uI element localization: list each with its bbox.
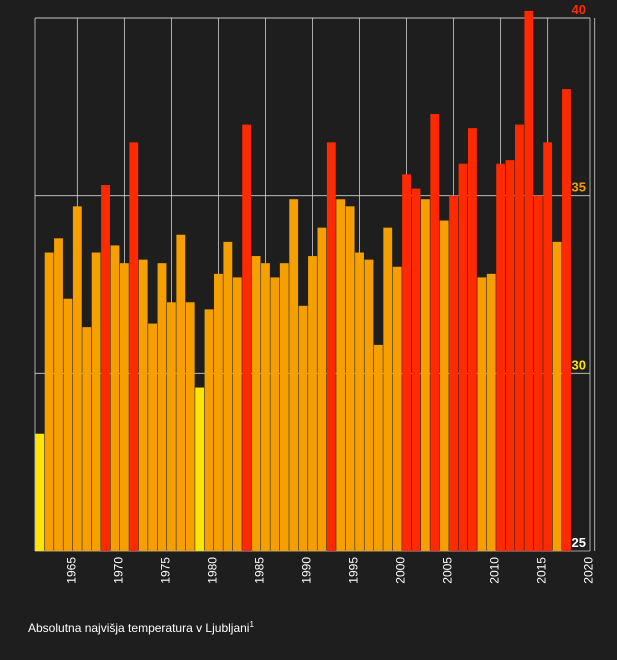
- x-tick-label-2005: 2005: [441, 557, 455, 584]
- x-tick-label-2000: 2000: [394, 557, 408, 584]
- bar-1972: [138, 259, 148, 551]
- bar-1962: [44, 252, 54, 551]
- bar-1994: [345, 206, 355, 551]
- bar-1979: [204, 309, 214, 551]
- bar-2016: [552, 241, 562, 552]
- bar-1968: [101, 185, 110, 552]
- bar-2003: [430, 113, 440, 551]
- bar-1984: [251, 256, 261, 551]
- bar-2011: [505, 160, 515, 551]
- bar-1988: [289, 199, 299, 551]
- bar-1976: [176, 234, 186, 551]
- bar-2013: [524, 10, 534, 552]
- bar-1974: [157, 263, 167, 551]
- bar-2004: [439, 220, 449, 552]
- bar-1995: [355, 252, 364, 551]
- y-tick-label-35: 35: [572, 180, 586, 195]
- bar-2005: [449, 195, 459, 551]
- bar-2012: [515, 124, 524, 551]
- bar-1998: [383, 227, 393, 551]
- x-tick-label-1980: 1980: [205, 557, 219, 584]
- footnote-marker: 1: [249, 620, 254, 629]
- temperature-chart: 25 30 35 40 1965 1970 1975 1980 1985 1990 1995 2000…: [34, 2, 596, 584]
- bar-1993: [336, 199, 346, 551]
- bar-1990: [308, 256, 317, 551]
- bar-1987: [279, 263, 289, 551]
- bar-1997: [373, 344, 383, 551]
- x-tick-label-2015: 2015: [535, 557, 549, 584]
- y-tick-label-40: 40: [572, 2, 586, 17]
- bar-2014: [533, 195, 543, 551]
- bar-1980: [214, 273, 223, 551]
- bar-1973: [148, 323, 158, 551]
- x-tick-label-1990: 1990: [300, 557, 314, 584]
- bar-1999: [392, 266, 402, 551]
- bar-2006: [458, 163, 468, 552]
- bar-2017: [562, 89, 571, 552]
- chart-title: Absolutna najvišja temperatura v Ljublja…: [28, 621, 250, 635]
- bar-1966: [82, 327, 92, 551]
- bar-1969: [110, 245, 120, 551]
- x-tick-label-2010: 2010: [488, 557, 502, 584]
- bar-1983: [242, 124, 252, 551]
- y-tick-label-30: 30: [572, 357, 586, 372]
- bar-2009: [486, 273, 496, 551]
- bar-1989: [298, 305, 308, 551]
- bar-1971: [129, 142, 139, 551]
- bar-1970: [119, 263, 129, 551]
- bar-2001: [411, 188, 421, 551]
- bar-1977: [185, 302, 195, 551]
- bar-2008: [477, 277, 487, 551]
- x-tick-label-1970: 1970: [111, 557, 125, 584]
- bar-1992: [326, 142, 336, 551]
- chart-caption: Absolutna najvišja temperatura v Ljublja…: [28, 620, 254, 635]
- x-tick-label-1985: 1985: [252, 557, 266, 584]
- x-tick-label-1995: 1995: [347, 557, 361, 584]
- bar-2002: [420, 199, 430, 551]
- bar-1981: [223, 241, 233, 552]
- bar-2000: [402, 174, 411, 551]
- bar-1985: [261, 263, 270, 551]
- x-tick-label-1965: 1965: [64, 557, 78, 584]
- bar-1965: [72, 206, 82, 551]
- bar-1986: [270, 277, 280, 551]
- bar-1961: [35, 433, 45, 551]
- bar-1967: [91, 252, 101, 551]
- bar-1963: [54, 238, 63, 551]
- bar-2010: [496, 163, 506, 552]
- bar-1978: [195, 387, 205, 551]
- x-tick-label-1975: 1975: [158, 557, 172, 584]
- bar-1991: [317, 227, 327, 551]
- bar-1975: [166, 302, 176, 551]
- y-tick-label-25: 25: [572, 535, 586, 550]
- bar-1996: [364, 259, 374, 551]
- bar-2015: [543, 142, 553, 551]
- bar-1964: [63, 298, 73, 551]
- bar-1982: [232, 277, 242, 551]
- x-tick-label-2020: 2020: [582, 557, 596, 584]
- bar-2007: [467, 128, 477, 552]
